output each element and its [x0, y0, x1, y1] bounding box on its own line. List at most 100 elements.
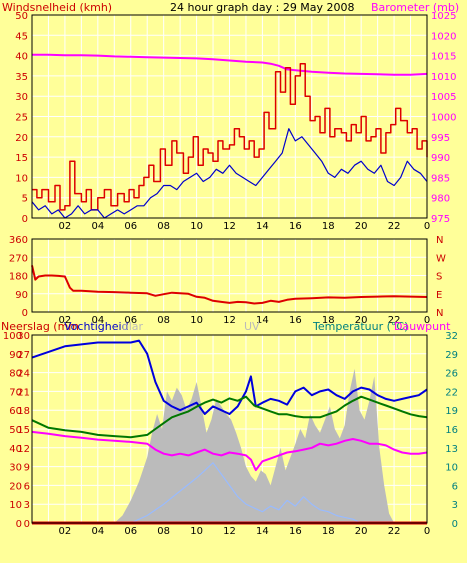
x-tick-label: 04: [91, 526, 104, 537]
wind-gust-line: [32, 62, 428, 211]
x-tick-label: 08: [157, 526, 170, 537]
humidity-tick: 60: [9, 406, 22, 417]
temperature-line: [31, 395, 428, 439]
humidity-line: [31, 339, 428, 415]
rain-tick: 18: [17, 406, 30, 417]
barometer-tick: 975: [431, 214, 450, 225]
wind-average-line: [31, 128, 428, 219]
x-tick-label: 16: [289, 526, 302, 537]
temperature-tick: 6: [452, 481, 458, 492]
x-tick-label: 0: [424, 526, 430, 537]
x-tick-label: 22: [388, 526, 401, 537]
x-tick-label: 0: [424, 315, 430, 326]
rain-tick: 27: [17, 350, 30, 361]
wind-speed-tick: 45: [15, 31, 28, 42]
x-tick-label: 18: [322, 315, 335, 326]
barometer-line: [32, 53, 428, 76]
uv-label: UV: [244, 320, 260, 333]
panel-frame: [31, 238, 428, 313]
x-tick-label: 10: [190, 221, 203, 232]
temperature-tick: 19: [445, 406, 458, 417]
x-tick-label: 14: [256, 315, 269, 326]
wind-speed-tick: 20: [15, 133, 28, 144]
humidity-tick: 20: [9, 481, 22, 492]
humidity-tick: 70: [9, 387, 22, 398]
humidity-tick: 90: [9, 350, 22, 361]
panel-wind-series: [31, 53, 428, 219]
rain-tick: 30: [17, 331, 30, 342]
x-tick-label: 20: [355, 221, 368, 232]
panel-wind-grid: [32, 15, 427, 218]
rain-tick: 15: [17, 425, 30, 436]
panel-frame: [31, 334, 428, 524]
humidity-tick: 40: [9, 444, 22, 455]
direction-degree-tick: 0: [22, 308, 28, 319]
rain-label: Neerslag (mm: [1, 320, 79, 333]
x-tick-label: 12: [223, 221, 236, 232]
wind-direction-line: [31, 265, 428, 305]
direction-degree-tick: 360: [9, 235, 28, 246]
x-tick-label: 02: [59, 526, 72, 537]
direction-compass-tick: N: [436, 235, 443, 246]
direction-compass-tick: W: [436, 253, 446, 264]
humidity-tick: 50: [9, 425, 22, 436]
barometer-tick: 1015: [431, 52, 456, 63]
temperature-tick: 22: [445, 387, 458, 398]
barometer-tick: 1010: [431, 72, 456, 83]
barometer-tick: 1000: [431, 113, 456, 124]
axis-ticks: 02 04 06 08 10 12 14 16 18 20 22 002 04 06 08 10 12 14 16 1…: [3, 11, 458, 537]
barometer-tick: 1025: [431, 11, 456, 22]
humidity-tick: 30: [9, 463, 22, 474]
x-tick-label: 14: [256, 526, 269, 537]
wind-speed-label: Windsnelheid (kmh): [2, 1, 112, 14]
x-tick-label: 02: [59, 315, 72, 326]
x-tick-label: 06: [124, 526, 137, 537]
rain-tick: 3: [24, 500, 30, 511]
barometer-tick: 980: [431, 194, 450, 205]
temperature-label: Temperatuur (°C): [312, 320, 408, 333]
x-tick-label: 22: [388, 221, 401, 232]
direction-compass-tick: S: [436, 272, 442, 283]
x-tick-label: 20: [355, 315, 368, 326]
temperature-tick: 29: [445, 350, 458, 361]
x-tick-label: 18: [322, 221, 335, 232]
x-tick-label: 22: [388, 315, 401, 326]
rain-tick: 21: [17, 387, 30, 398]
panel-direction-series: [31, 265, 428, 305]
barometer-tick: 1020: [431, 31, 456, 42]
solar-label: olar: [122, 320, 144, 333]
solar-area: [32, 368, 427, 523]
barometer-tick: 985: [431, 173, 450, 184]
temperature-tick: 3: [452, 500, 458, 511]
temperature-tick: 32: [445, 331, 458, 342]
direction-compass-tick: N: [436, 308, 443, 319]
humidity-tick: 100: [3, 331, 22, 342]
chart-title: 24 hour graph day : 29 May 2008: [170, 1, 355, 14]
rain-tick: 0: [24, 519, 30, 530]
humidity-label: Vochtigheid: [64, 320, 129, 333]
x-tick-label: 06: [124, 221, 137, 232]
x-tick-label: 0: [424, 221, 430, 232]
x-tick-label: 12: [223, 315, 236, 326]
barometer-tick: 995: [431, 133, 450, 144]
x-tick-label: 08: [157, 221, 170, 232]
temperature-tick: 0: [452, 519, 458, 530]
wind-speed-tick: 10: [15, 173, 28, 184]
x-tick-label: 14: [256, 221, 269, 232]
panel-direction-grid: [32, 239, 427, 312]
temperature-tick: 26: [445, 369, 458, 380]
barometer-tick: 990: [431, 153, 450, 164]
wind-speed-tick: 35: [15, 72, 28, 83]
direction-degree-tick: 180: [9, 272, 28, 283]
temperature-tick: 10: [445, 463, 458, 474]
x-tick-label: 18: [322, 526, 335, 537]
x-tick-label: 08: [157, 315, 170, 326]
x-tick-label: 10: [190, 315, 203, 326]
panel-frame: [31, 14, 428, 219]
x-tick-label: 02: [59, 221, 72, 232]
humidity-tick: 10: [9, 500, 22, 511]
direction-compass-tick: E: [436, 290, 442, 301]
wind-speed-tick: 15: [15, 153, 28, 164]
x-tick-label: 20: [355, 526, 368, 537]
